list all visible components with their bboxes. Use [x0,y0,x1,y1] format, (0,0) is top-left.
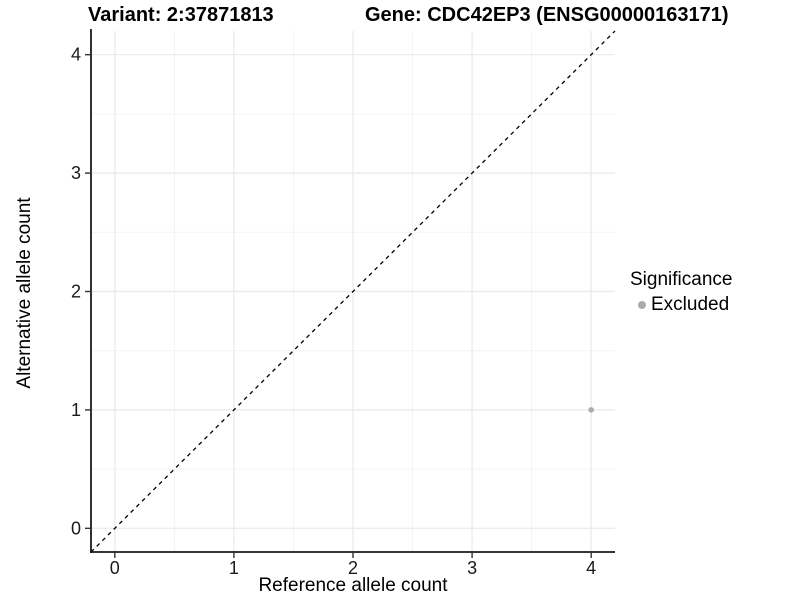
y-tick-label: 4 [71,45,81,65]
legend-title: Significance [630,269,733,290]
legend-item-excluded: Excluded [630,294,732,316]
legend: Significance Excluded [630,269,732,316]
y-tick-label: 3 [71,163,81,183]
plot-title-variant: Variant: 2:37871813 [88,4,274,26]
x-tick-label: 2 [348,558,358,578]
plot-title-gene: Gene: CDC42EP3 (ENSG00000163171) [365,4,729,26]
x-tick-label: 0 [110,558,120,578]
y-tick-label: 2 [71,282,81,302]
x-tick-label: 1 [229,558,239,578]
x-tick-label: 4 [586,558,596,578]
y-tick-label: 0 [71,518,81,538]
x-axis-title: Reference allele count [258,575,448,596]
legend-point-icon [638,301,646,309]
legend-item-label: Excluded [651,294,730,315]
y-tick-label: 1 [71,400,81,420]
data-point [588,407,594,413]
identity-line [90,30,616,553]
y-axis-title: Alternative allele count [14,197,35,389]
x-tick-label: 3 [467,558,477,578]
